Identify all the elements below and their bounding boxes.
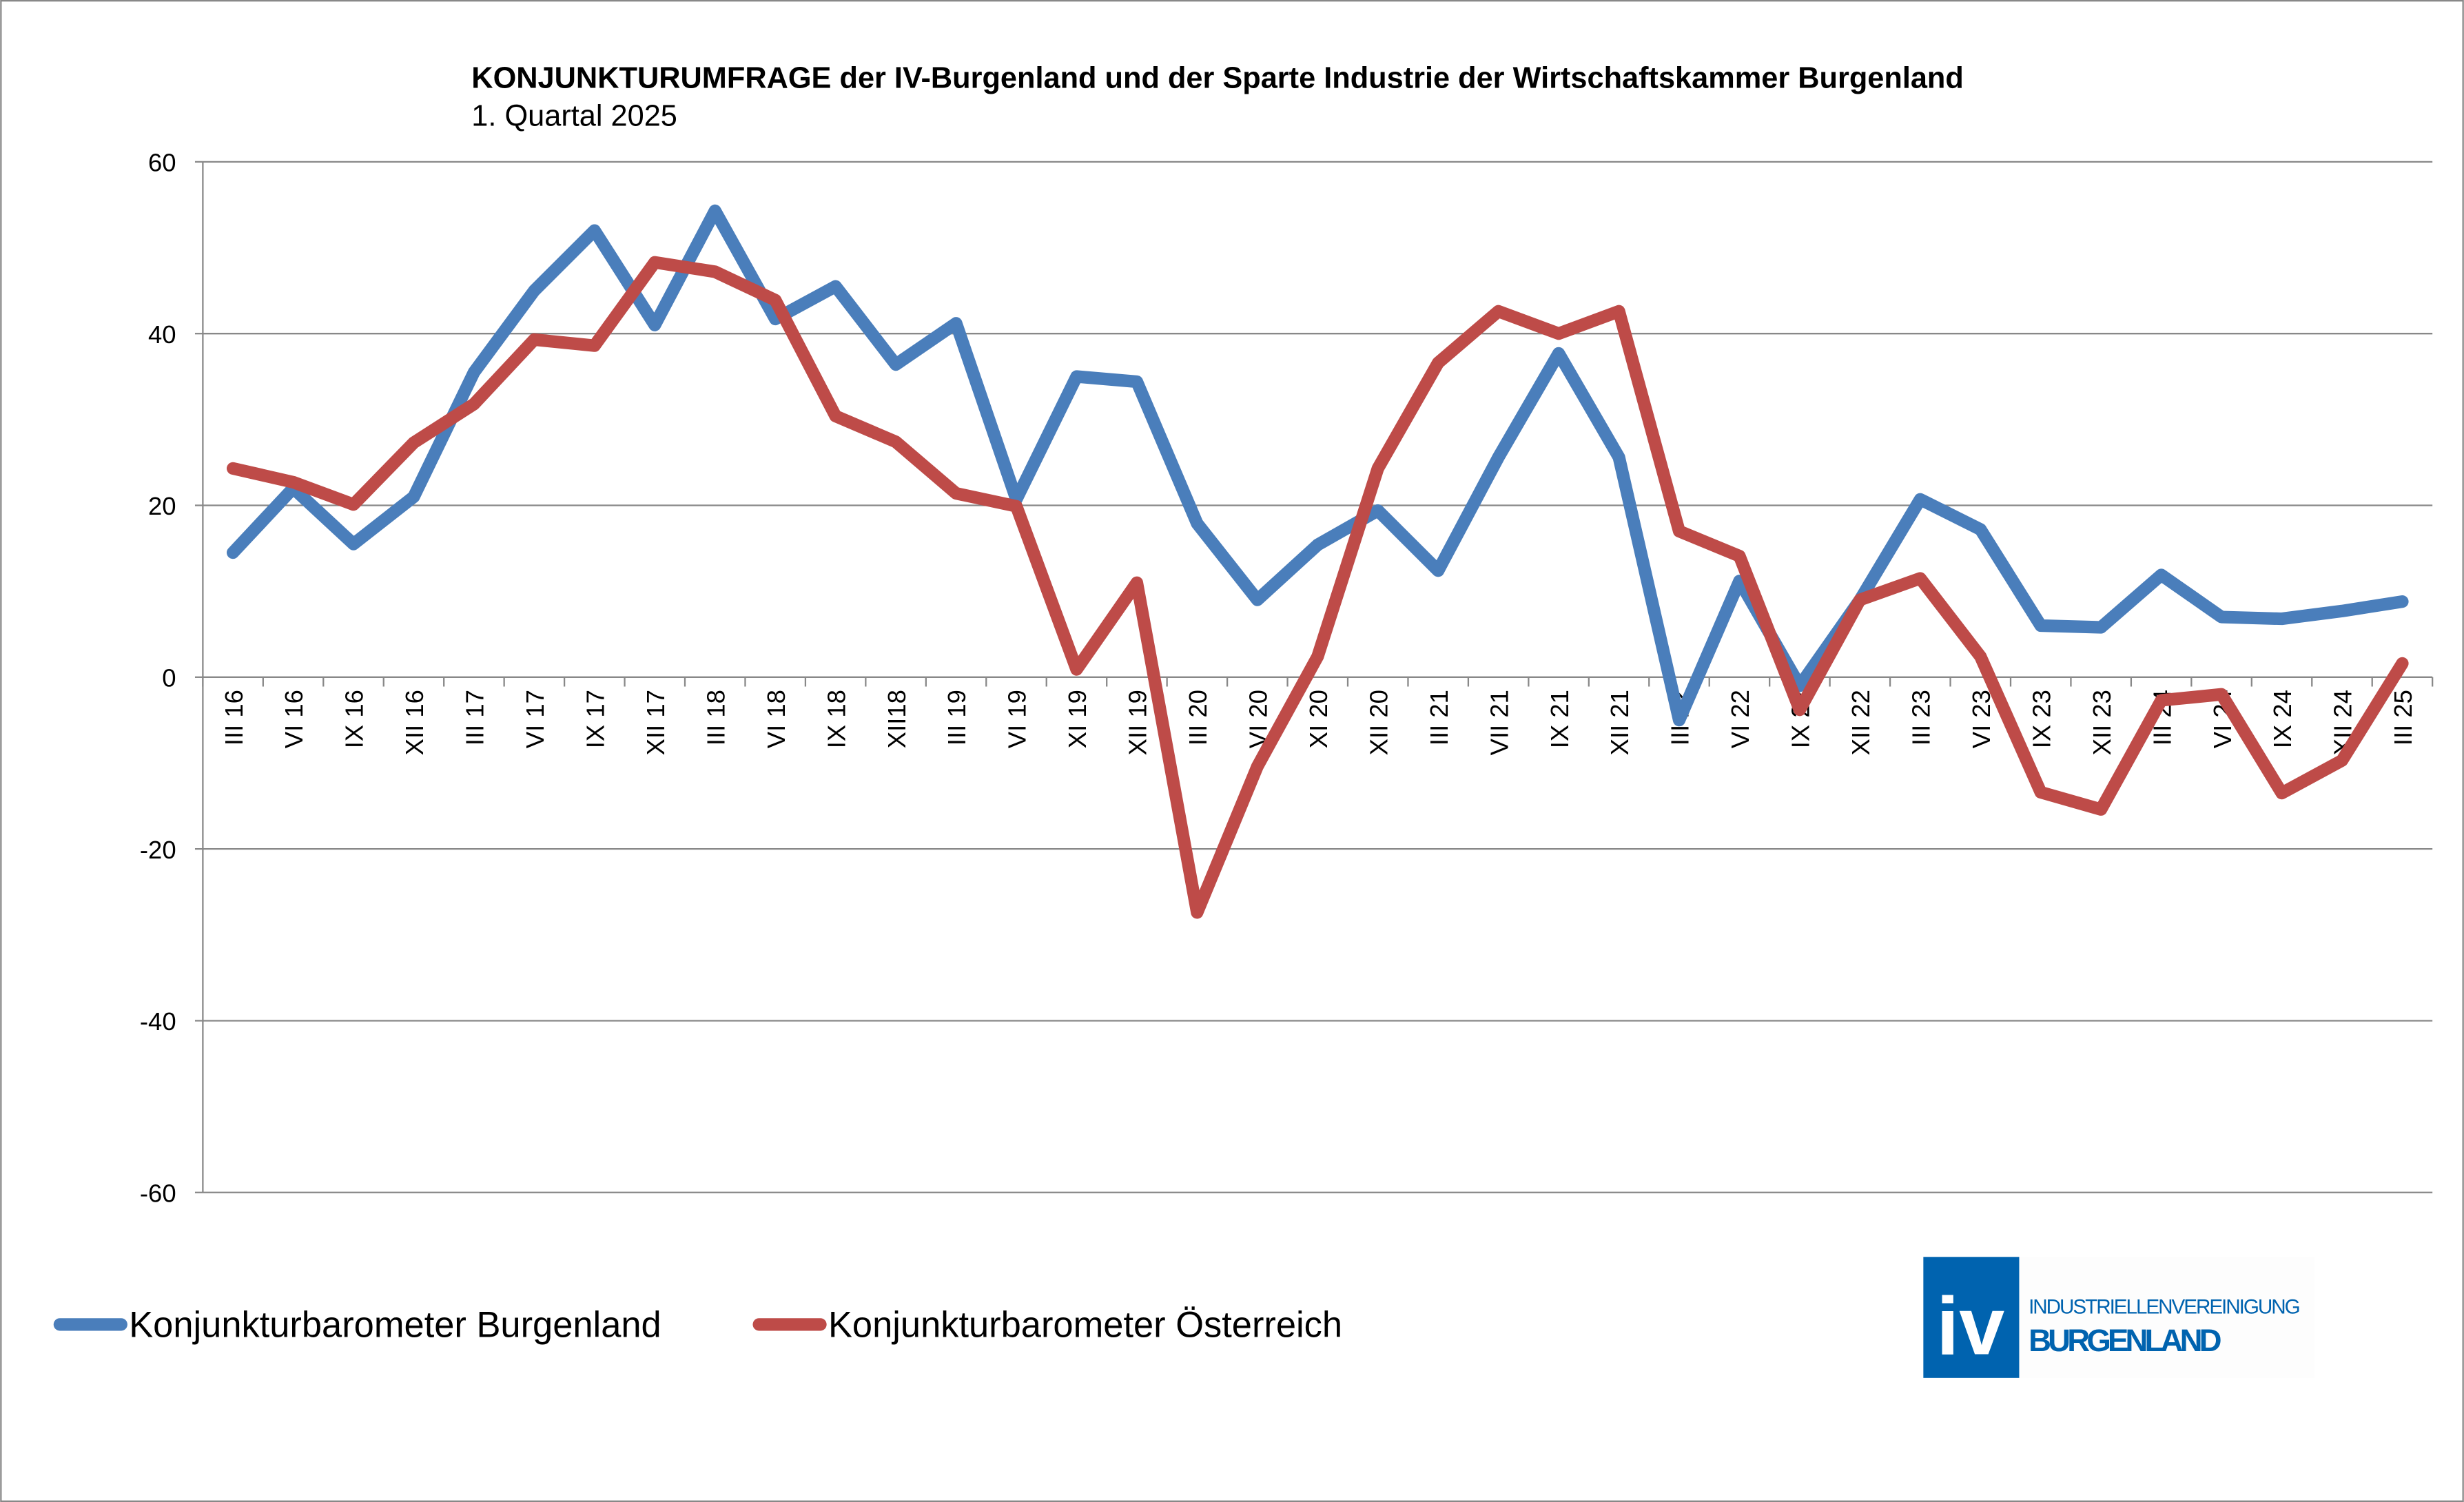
x-tick-label: VI 22 xyxy=(1726,690,1754,748)
x-tick-label: IX 23 xyxy=(2027,690,2055,748)
x-tick-label: XII18 xyxy=(883,690,911,748)
x-tick-label: IX 18 xyxy=(822,690,850,748)
chart-subtitle: 1. Quartal 2025 xyxy=(471,99,677,132)
iv-burgenland-logo: iv INDUSTRIELLENVEREINIGUNG BURGENLAND xyxy=(1923,1257,2315,1378)
x-tick-label: IX 17 xyxy=(582,690,610,748)
x-tick-label: XII 16 xyxy=(400,690,429,755)
x-tick-label: XII 19 xyxy=(1124,690,1152,755)
x-tick-label: VI 17 xyxy=(521,690,549,748)
x-tick-label: III 25 xyxy=(2389,690,2417,745)
chart-title: KONJUNKTURUMFRAGE der IV-Burgenland und … xyxy=(471,62,1964,95)
x-tick-label: III 21 xyxy=(1425,690,1453,745)
logo-mark: iv xyxy=(1936,1282,2004,1372)
x-tick-label: IX 24 xyxy=(2268,690,2297,748)
legend-label-burgenland: Konjunkturbarometer Burgenland xyxy=(129,1306,661,1346)
x-tick-label: III 17 xyxy=(461,690,489,745)
x-tick-label: IX 16 xyxy=(340,690,369,748)
x-tick-label: XII 22 xyxy=(1847,690,1875,755)
legend-label-oesterreich: Konjunkturbarometer Österreich xyxy=(828,1306,1342,1346)
x-tick-label: IX 21 xyxy=(1546,690,1574,748)
x-tick-label: VI 19 xyxy=(1003,690,1031,748)
y-tick-label: 40 xyxy=(148,320,176,349)
x-tick-label: XII 21 xyxy=(1605,690,1634,755)
x-tick-label: III 20 xyxy=(1184,690,1212,745)
x-tick-label: XII 23 xyxy=(2088,690,2116,755)
x-tick-label: XI 19 xyxy=(1063,690,1091,748)
x-tick-label: VI 23 xyxy=(1967,690,1995,748)
logo-line1: INDUSTRIELLENVEREINIGUNG xyxy=(2029,1295,2300,1318)
x-tick-label: III 23 xyxy=(1907,690,1935,745)
x-tick-label: VI 18 xyxy=(762,690,790,748)
y-tick-label: -40 xyxy=(140,1007,176,1036)
x-tick-label: XII 20 xyxy=(1364,690,1393,755)
x-tick-label: III 16 xyxy=(220,690,248,745)
y-tick-label: 20 xyxy=(148,492,176,520)
y-tick-label: -60 xyxy=(140,1179,176,1207)
y-tick-label: 60 xyxy=(148,149,176,177)
x-tick-label: VI 16 xyxy=(280,690,308,748)
x-tick-label: III 19 xyxy=(943,690,971,745)
x-tick-label: III 18 xyxy=(701,690,730,745)
x-tick-label: VII 21 xyxy=(1485,690,1513,755)
x-tick-label: XI 20 xyxy=(1304,690,1333,748)
y-tick-label: -20 xyxy=(140,836,176,864)
y-tick-label: 0 xyxy=(162,664,176,692)
x-tick-label: XII 17 xyxy=(641,690,670,755)
logo-line2: BURGENLAND xyxy=(2029,1323,2221,1358)
